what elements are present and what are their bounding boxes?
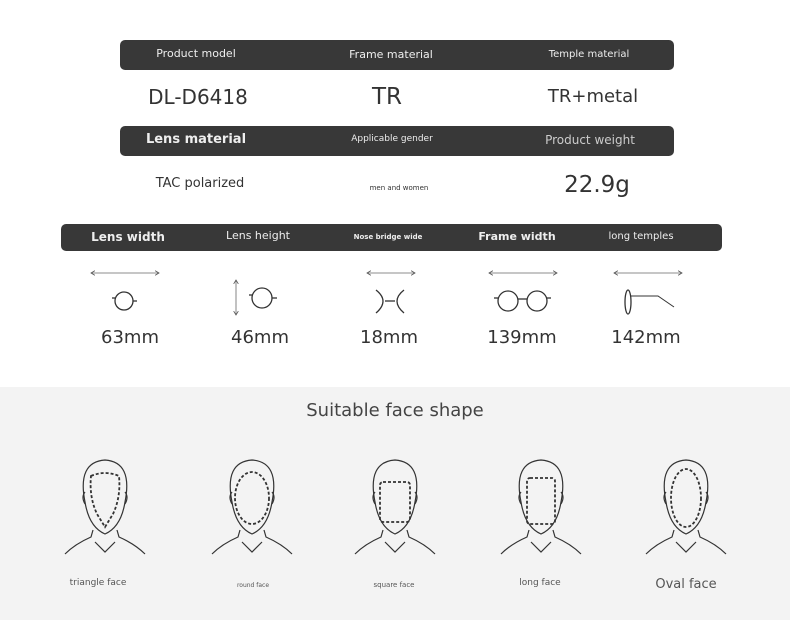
nose-bridge-icon: [367, 273, 415, 314]
square-face-icon: [354, 459, 436, 555]
dimensions-header-bar: Lens width Lens height Nose bridge wide …: [61, 224, 722, 251]
header-product-weight: Product weight: [545, 133, 635, 147]
oval-face-icon: [645, 459, 727, 555]
label-triangle-face: triangle face: [69, 578, 127, 588]
lens-height-icon: [236, 280, 277, 315]
value-product-model: DL-D6418: [148, 85, 248, 109]
long-face-icon: [500, 459, 582, 555]
label-round-face: round face: [236, 582, 270, 589]
header-lens-width: Lens width: [91, 230, 165, 244]
value-applicable-gender: men and women: [369, 184, 429, 192]
triangle-face-icon: [64, 459, 146, 555]
frame-width-icon: [489, 273, 557, 312]
value-frame-material: TR: [371, 84, 403, 110]
temple-length-icon: [614, 273, 682, 315]
specs-header-bar-2: Lens material Applicable gender Product …: [120, 126, 674, 156]
value-temple-length: 142mm: [611, 327, 681, 348]
face-shape-title: Suitable face shape: [306, 400, 484, 421]
value-lens-height: 46mm: [231, 327, 289, 348]
face-shape-section: [0, 387, 790, 620]
label-long-face: long face: [519, 578, 561, 588]
value-product-weight: 22.9g: [564, 172, 630, 198]
value-frame-width: 139mm: [487, 327, 557, 348]
header-frame-material: Frame material: [349, 48, 433, 61]
value-lens-width: 63mm: [101, 327, 159, 348]
value-lens-material: TAC polarized: [155, 176, 245, 191]
header-lens-material: Lens material: [145, 132, 247, 147]
specs-header-bar-1: Product model Frame material Temple mate…: [120, 40, 674, 70]
header-nose-bridge: Nose bridge wide: [353, 233, 423, 241]
label-square-face: square face: [373, 581, 415, 589]
header-applicable-gender: Applicable gender: [351, 134, 433, 144]
label-oval-face: Oval face: [655, 577, 717, 592]
value-temple-material: TR+metal: [547, 86, 639, 107]
header-long-temples: long temples: [608, 231, 674, 242]
header-temple-material: Temple material: [548, 49, 630, 60]
header-lens-height: Lens height: [226, 229, 290, 242]
header-product-model: Product model: [156, 47, 236, 60]
header-frame-width: Frame width: [478, 230, 556, 243]
dimension-icons: [0, 262, 790, 322]
lens-width-icon: [91, 273, 159, 311]
round-face-icon: [211, 459, 293, 555]
value-nose-bridge: 18mm: [360, 327, 418, 348]
